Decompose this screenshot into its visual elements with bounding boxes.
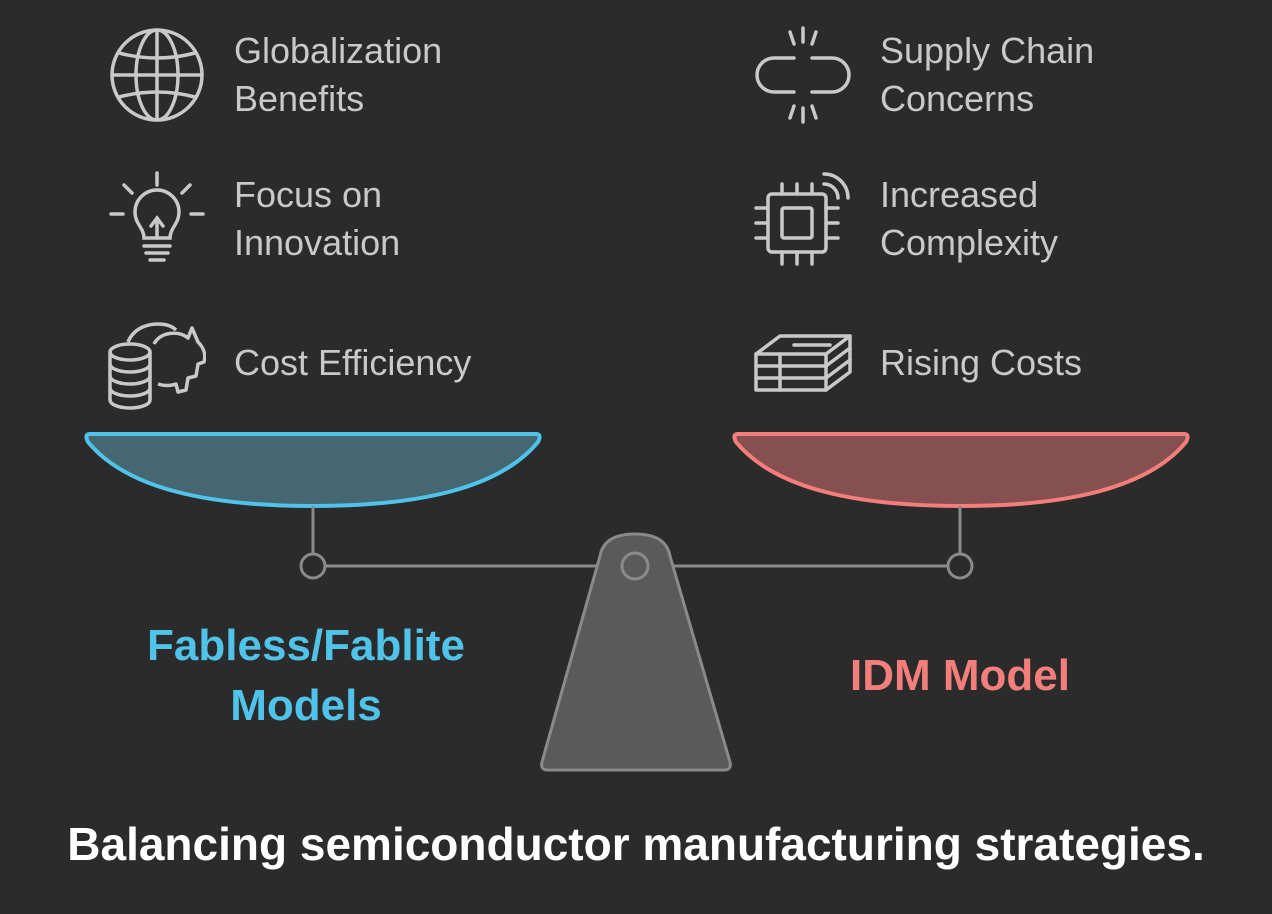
right-item-supply-chain: Supply Chain Concerns: [754, 26, 1094, 124]
right-item-complexity: Increased Complexity: [754, 170, 1058, 268]
chip-signal-icon: [754, 172, 850, 266]
globe-icon: [110, 28, 204, 122]
left-pan: [84, 432, 542, 509]
left-pivot: [299, 552, 327, 580]
item-label: Supply Chain Concerns: [880, 30, 1095, 119]
left-item-innovation: Focus on Innovation: [108, 170, 400, 268]
fulcrum: [540, 532, 732, 772]
cash-stack-icon: [754, 334, 852, 392]
piggy-bank-coins-icon: [108, 322, 206, 410]
right-side-title: IDM Model: [850, 651, 1070, 700]
left-item-globalization: Globalization Benefits: [108, 26, 442, 124]
item-label: Rising Costs: [880, 342, 1083, 383]
right-pivot: [946, 552, 974, 580]
item-label: Increased Complexity: [880, 174, 1059, 263]
diagram-caption: Balancing semiconductor manufacturing st…: [67, 818, 1205, 870]
broken-link-icon: [755, 26, 851, 124]
left-item-cost-efficiency: Cost Efficiency: [108, 314, 471, 412]
center-pivot: [620, 551, 650, 581]
lightbulb-icon: [109, 171, 205, 262]
left-side-title: Fabless/Fablite Models: [147, 621, 465, 730]
item-label: Focus on Innovation: [234, 174, 401, 263]
right-item-rising-costs: Rising Costs: [754, 314, 1082, 412]
item-label: Cost Efficiency: [234, 342, 472, 383]
right-pan: [732, 432, 1190, 509]
item-label: Globalization Benefits: [234, 30, 443, 119]
